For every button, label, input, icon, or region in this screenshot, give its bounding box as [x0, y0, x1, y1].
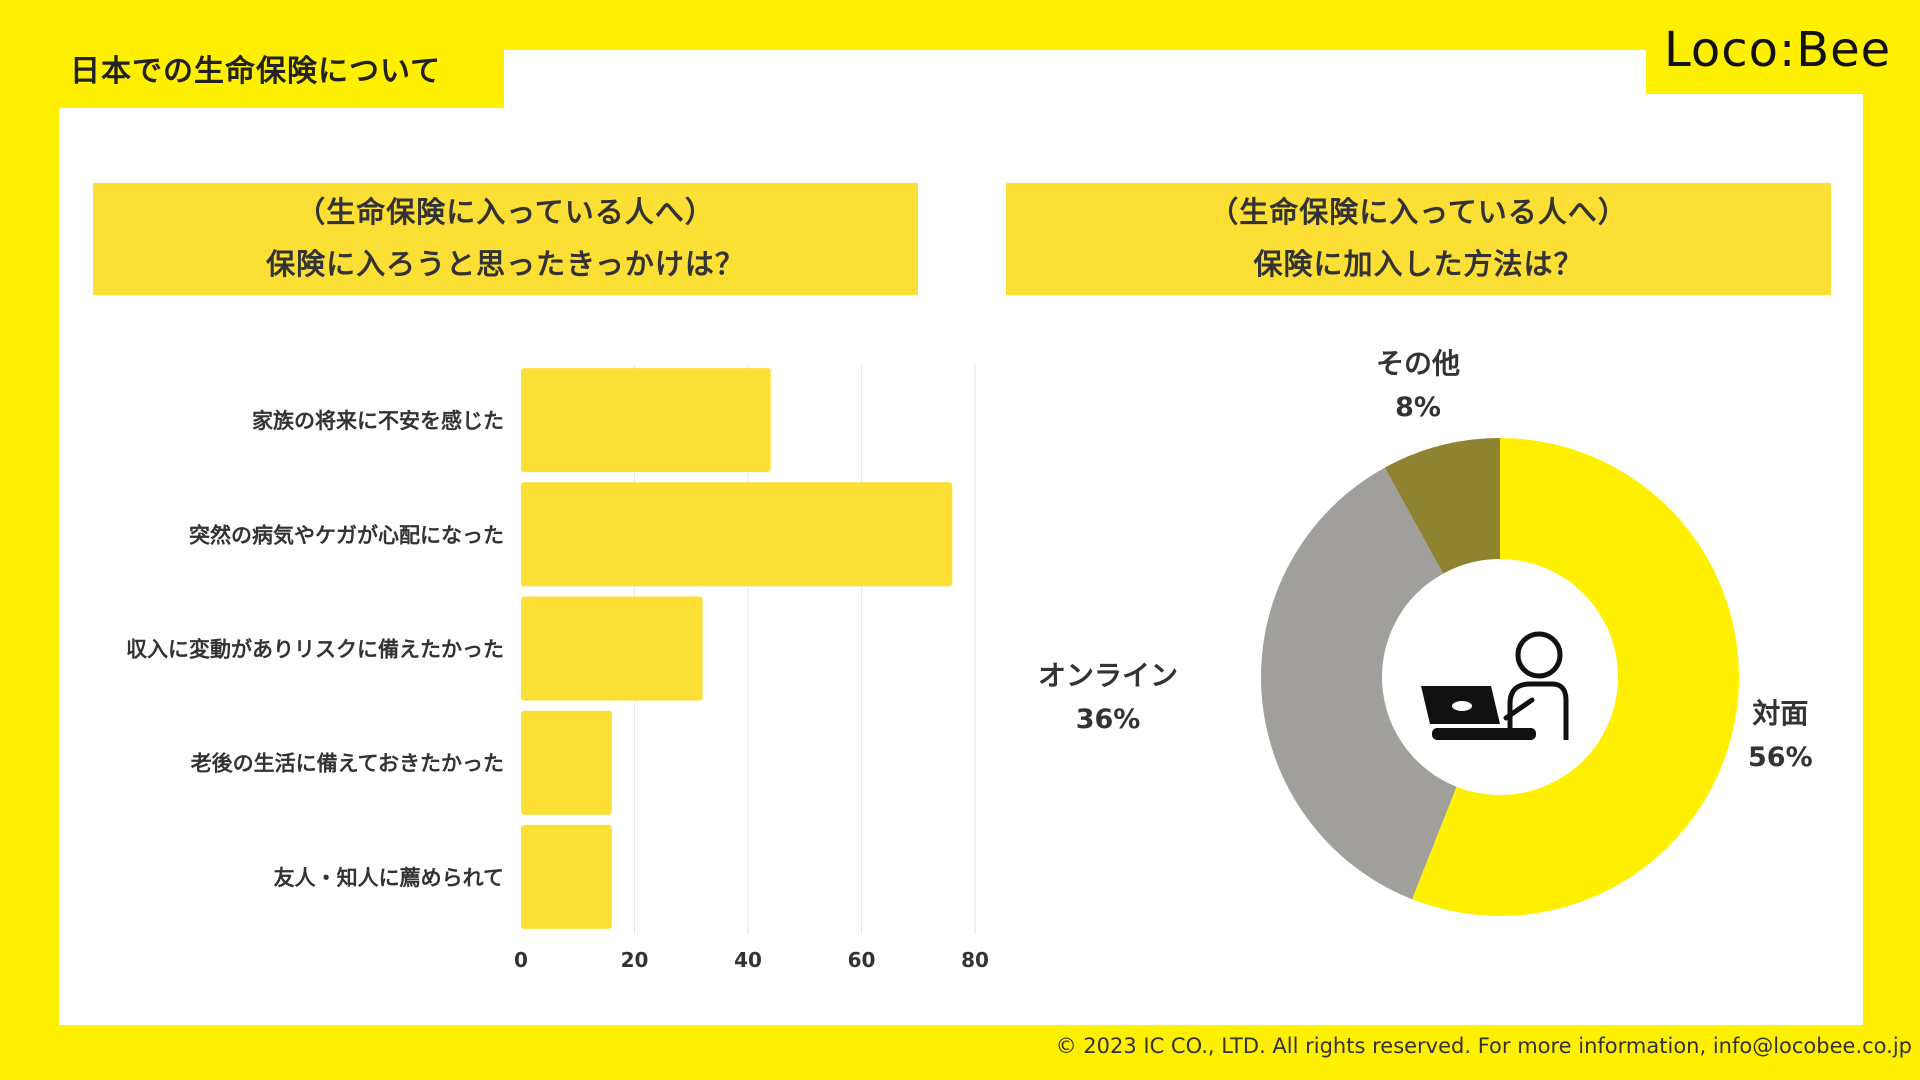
bar-category-label: 収入に変動がありリスクに備えたかった — [126, 638, 504, 662]
x-tick-label: 60 — [848, 948, 876, 972]
pie-label-face-to-face-pct: 56% — [1748, 742, 1813, 773]
pie-slice-face-to-face — [1412, 438, 1739, 916]
right-question-box: （生命保険に入っている人へ） 保険に加入した方法は？ — [1006, 183, 1831, 295]
pie-slice-other — [1384, 438, 1500, 574]
x-tick-label: 80 — [961, 948, 989, 972]
pie-label-other-pct: 8% — [1395, 392, 1441, 423]
pie-label-face-to-face-name: 対面 — [1752, 697, 1809, 730]
bar-category-label: 友人・知人に薦められて — [274, 866, 504, 890]
bar — [521, 368, 771, 473]
pie-label-face-to-face: 対面 56% — [1748, 692, 1813, 780]
bar — [521, 824, 612, 929]
x-tick-label: 20 — [621, 948, 649, 972]
locobee-logo: Loco:Bee — [1664, 22, 1892, 78]
x-tick-label: 0 — [514, 948, 528, 972]
pie-label-other: その他 8% — [1376, 342, 1460, 430]
left-question-box: （生命保険に入っている人へ） 保険に入ろうと思ったきっかけは？ — [93, 183, 918, 295]
logo-tab — [1646, 24, 1920, 94]
bar-category-label: 家族の将来に不安を感じた — [252, 409, 504, 433]
right-question-line1: （生命保険に入っている人へ） — [1209, 195, 1628, 229]
pie-label-online-pct: 36% — [1075, 704, 1141, 735]
pie-slice-online — [1260, 467, 1457, 900]
pie-label-online-name: オンライン — [1038, 659, 1179, 692]
page-title: 日本での生命保険について — [70, 54, 442, 89]
bar-category-label: 老後の生活に備えておきたかった — [191, 752, 504, 776]
pie-label-other-name: その他 — [1376, 347, 1461, 380]
left-question-line2: 保険に入ろうと思ったきっかけは？ — [266, 247, 745, 281]
person-with-laptop-icon — [1421, 631, 1569, 740]
bar — [521, 596, 703, 701]
bar — [521, 710, 612, 815]
pie-label-online: オンライン 36% — [1038, 654, 1178, 742]
bar — [521, 482, 953, 587]
x-tick-label: 40 — [734, 948, 762, 972]
right-question-line2: 保険に加入した方法は？ — [1253, 247, 1584, 281]
copyright-footer: © 2023 IC CO., LTD. All rights reserved.… — [1055, 1034, 1912, 1058]
left-question-line1: （生命保険に入っている人へ） — [296, 195, 715, 229]
bar-category-label: 突然の病気やケガが心配になった — [189, 523, 504, 547]
title-tab — [0, 0, 504, 108]
